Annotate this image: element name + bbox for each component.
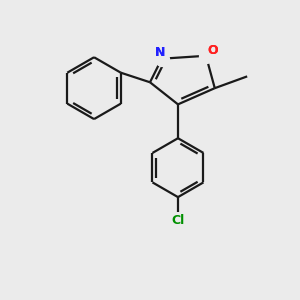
Text: O: O (207, 44, 218, 57)
Text: N: N (155, 46, 166, 59)
Text: N: N (155, 46, 166, 59)
Text: O: O (207, 44, 218, 57)
Text: Cl: Cl (171, 214, 184, 226)
